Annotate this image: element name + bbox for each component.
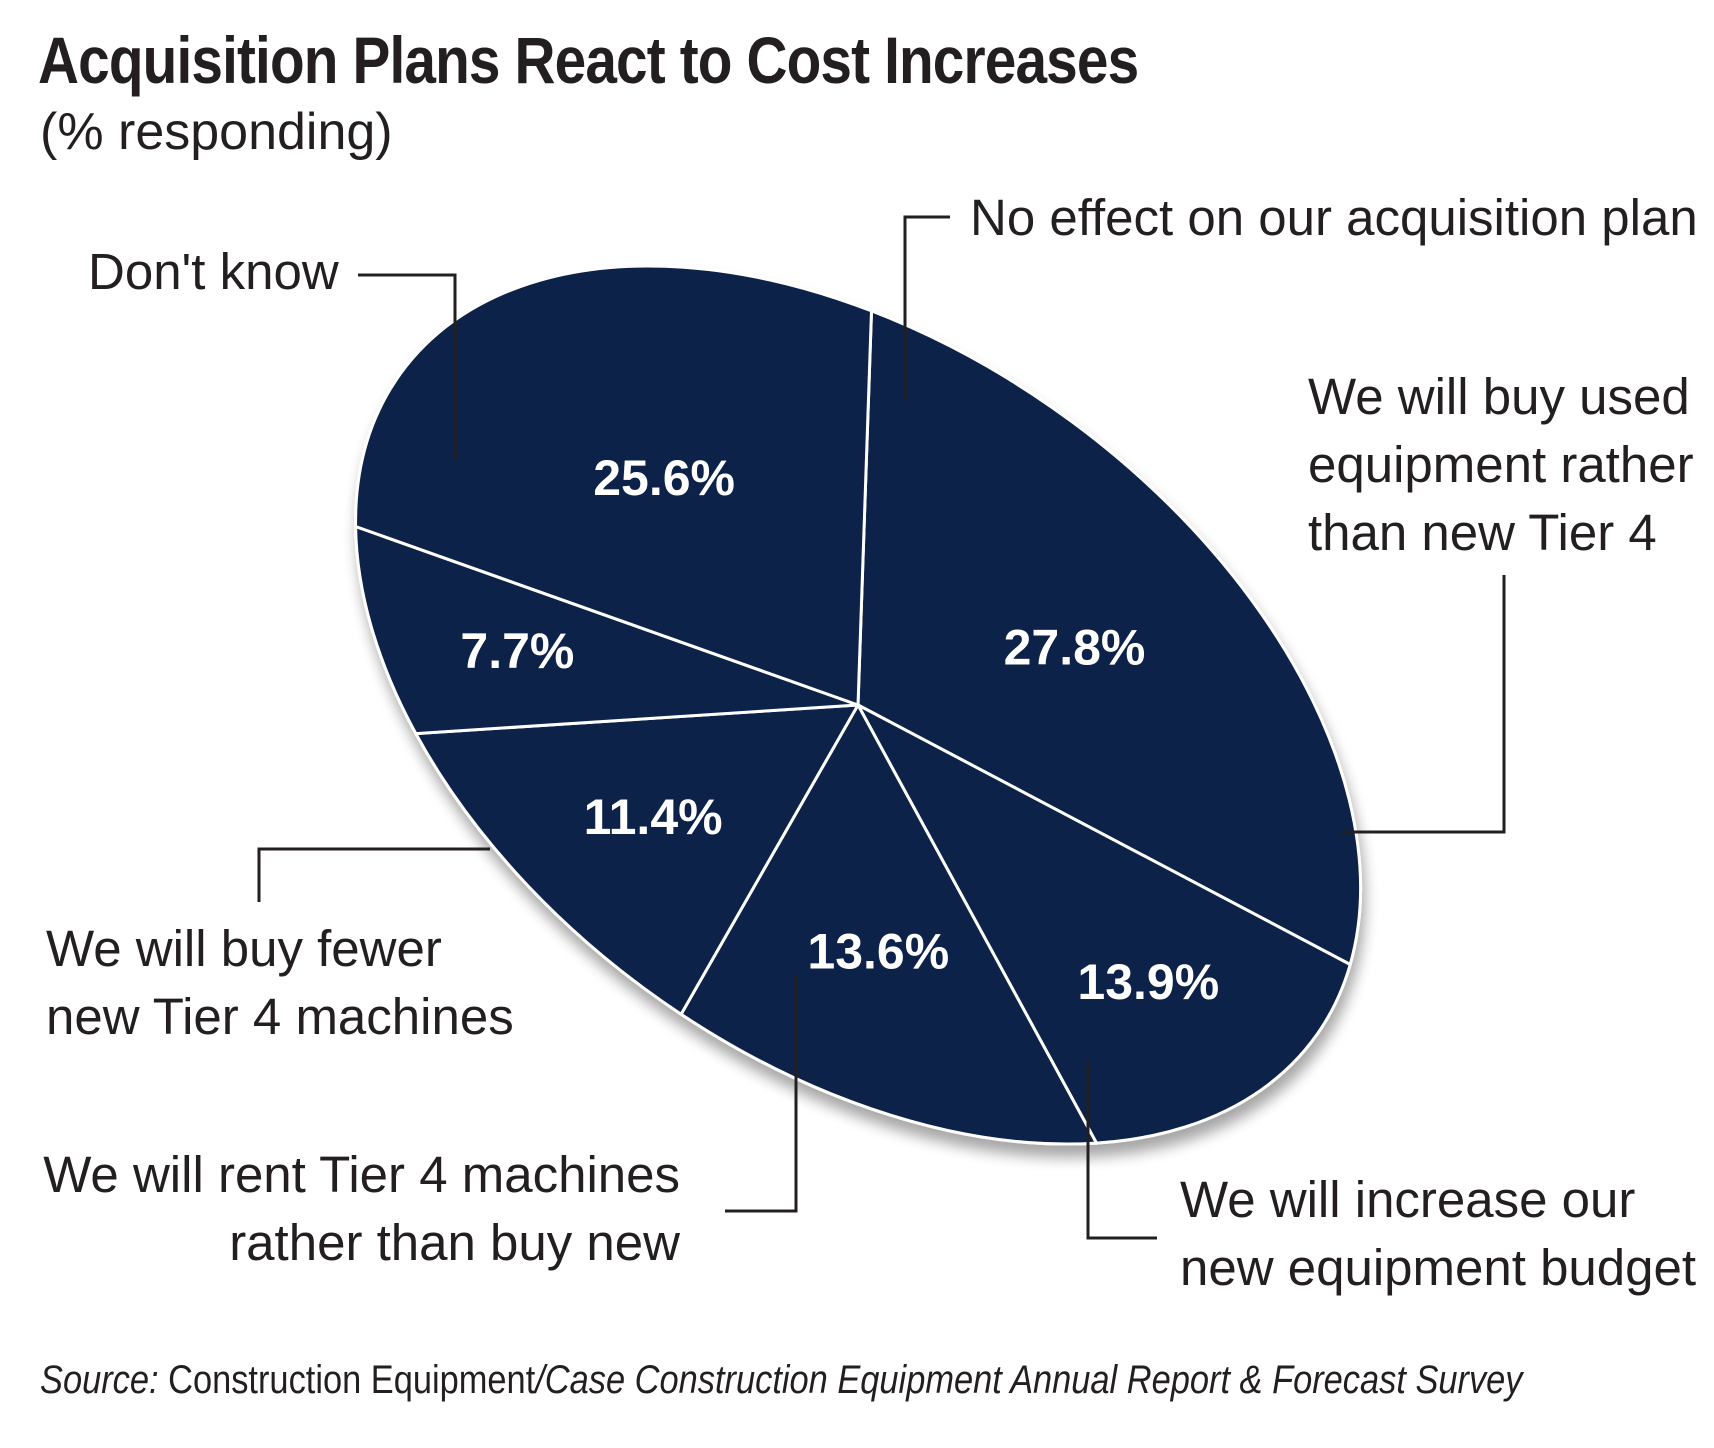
source-publication: Construction Equipment: [158, 1358, 536, 1402]
pie-slice-we-will-buy-used-equipment-rather-than-new-tier-4: [856, 703, 1352, 1145]
source-prefix: Source:: [40, 1358, 159, 1402]
slice-category-label: Don't know: [88, 243, 339, 300]
chart-subtitle: (% responding): [40, 103, 393, 161]
slice-category-label: We will buy fewer new Tier 4 machines: [46, 920, 514, 1045]
slice-value-label: 13.6%: [807, 923, 949, 979]
slice-category-label: We will buy used equipment rather than new…: [1308, 368, 1694, 561]
label-connector: [1086, 1062, 1157, 1240]
label-connector: [257, 847, 490, 902]
source-note: Source: Construction Equipment/Case Cons…: [40, 1358, 1523, 1403]
slice-value-label: 7.7%: [460, 623, 574, 679]
slice-category-label: We will increase our new equipment budget: [1180, 1171, 1696, 1296]
slice-category-label: No effect on our acquisition plan: [970, 189, 1698, 246]
source-survey: /Case Construction Equipment Annual Repo…: [535, 1358, 1523, 1402]
slice-value-label: 11.4%: [584, 789, 723, 845]
pie-slice-we-will-rent-tier-4-machines-rather-than-buy-new: [414, 703, 860, 1016]
slice-value-label: 25.6%: [593, 450, 735, 506]
label-connector: [725, 975, 798, 1213]
pie-slice-don-t-know: [354, 264, 873, 707]
pie-slice-we-will-buy-fewer-new-tier-4-machines: [354, 525, 860, 736]
label-connector: [903, 215, 950, 400]
label-connector: [358, 273, 457, 460]
chart-title: Acquisition Plans React to Cost Increase…: [38, 23, 1139, 97]
slice-value-label: 27.8%: [1004, 619, 1146, 675]
slice-category-label: We will rent Tier 4 machines rather than …: [43, 1146, 680, 1271]
slice-value-label: 13.9%: [1077, 954, 1219, 1010]
pie-slice-no-effect-on-our-acquisition-plan: [856, 309, 1362, 966]
label-connector: [1342, 575, 1506, 834]
pie-slice-we-will-increase-our-new-equipment-budget: [679, 703, 1098, 1146]
